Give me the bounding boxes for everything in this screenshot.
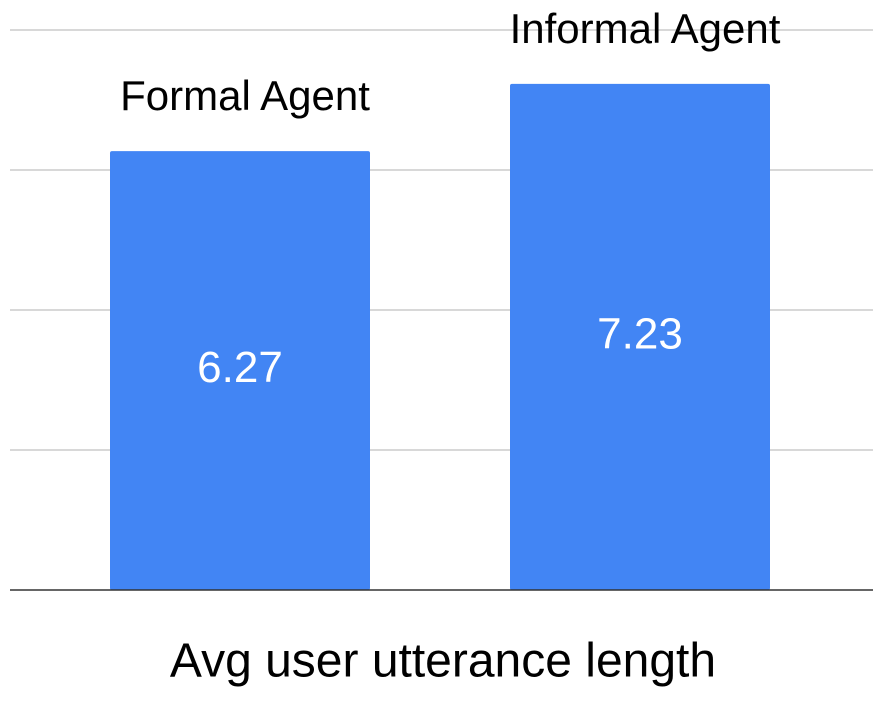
data-label: 7.23 xyxy=(597,310,683,359)
data-label: 6.27 xyxy=(197,343,283,392)
category-label: Formal Agent xyxy=(120,72,370,119)
category-label: Informal Agent xyxy=(510,5,781,52)
bar xyxy=(510,83,770,591)
bar xyxy=(110,151,370,590)
x-axis-label: Avg user utterance length xyxy=(170,635,716,688)
